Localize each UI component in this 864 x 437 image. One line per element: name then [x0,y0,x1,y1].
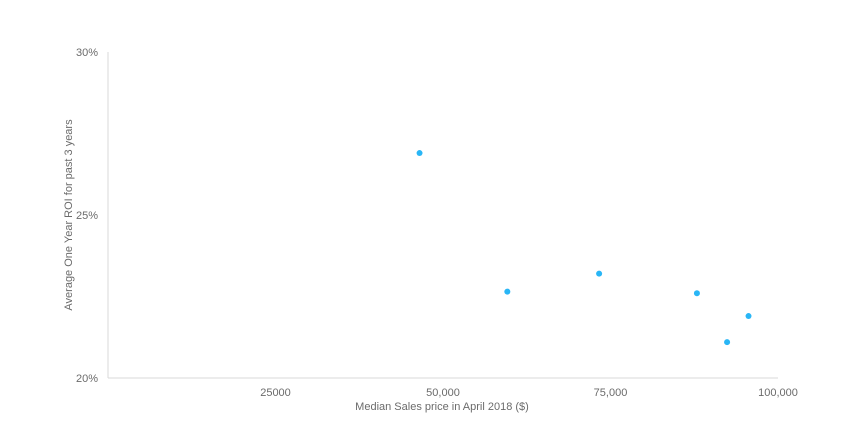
y-tick-labels: 20% 25% 30% [76,47,98,385]
x-tick-label: 100,000 [758,387,798,399]
data-point [724,339,731,346]
y-axis-title: Average One Year ROI for past 3 years [63,119,75,311]
y-tick-label: 25% [76,210,98,222]
x-tick-label: 75,000 [594,387,628,399]
x-tick-label: 25000 [260,387,291,399]
data-points [416,150,752,346]
axes [107,52,778,379]
x-tick-labels: 25000 50,000 75,000 100,000 [260,387,798,399]
y-tick-label: 30% [76,47,98,59]
data-point [504,288,511,295]
y-tick-label: 20% [76,373,98,385]
data-point [693,290,700,297]
data-point [596,270,603,277]
data-point [416,150,423,157]
data-point [745,313,752,320]
x-axis-title: Median Sales price in April 2018 ($) [355,401,529,413]
x-tick-label: 50,000 [426,387,460,399]
